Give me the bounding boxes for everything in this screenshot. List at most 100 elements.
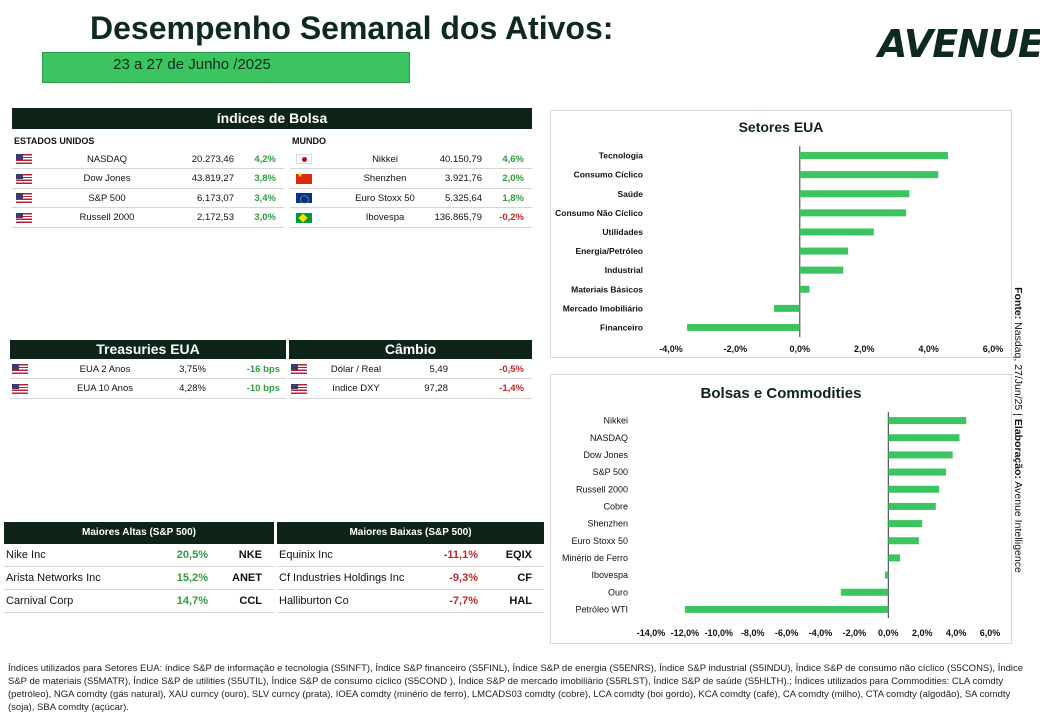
brand-logo: AVENUE [878,22,1040,66]
category-label: NASDAQ [590,433,628,443]
category-label: Ouro [608,587,628,597]
company-name: Carnival Corp [6,595,74,607]
cambio-header: Câmbio [289,340,532,359]
bar-8 [888,554,901,562]
tick-label: 6,0% [980,628,1001,638]
row-name: Ibovespa [365,212,405,223]
row-name: Dólar / Real [330,363,382,375]
tick-label: -2,0% [724,344,748,354]
category-label: Tecnologia [599,151,644,161]
company-change: 15,2% [176,572,208,584]
bar-3 [799,209,907,217]
row-name: Dow Jones [83,173,131,184]
category-label: Consumo Cíclico [574,170,643,180]
table-row: índice DXY 97,28 -1,4% [289,380,532,399]
bar-4 [888,485,940,493]
row-value: 5.325,64 [445,192,482,204]
bar-7 [799,285,810,293]
sectors-chart: Setores EUA Tecnologia Consumo Cíclico Saú… [550,110,1012,358]
sectors-chart-svg: Tecnologia Consumo Cíclico Saúde Consumo Nã… [555,146,1003,354]
tick-label: 0,0% [878,628,899,638]
losers-header: Maiores Baixas (S&P 500) [277,522,544,544]
row-value: 43.819,27 [191,173,234,184]
company-ticker: HAL [509,595,532,607]
company-change: -11,1% [443,549,478,561]
table-row: Arista Networks Inc 15,2% ANET [4,568,274,590]
tick-label: -2,0% [843,628,867,638]
bar-1 [888,434,960,442]
row-value: 3,75% [179,363,206,375]
row-change: 2,0% [502,173,524,184]
category-label: Petróleo WTI [575,604,628,614]
subtitle-bar [42,52,410,83]
row-value: 2.172,53 [197,212,234,223]
source-text: Nasdaq, 27/Jun/25 | [1012,319,1024,419]
row-change: -16 bps [246,363,280,375]
tick-label: -8,0% [741,628,765,638]
table-row: Shenzhen 3.921,76 2,0% [290,170,532,189]
bar-5 [888,502,936,510]
table-row: Halliburton Co -7,7% HAL [277,591,544,613]
category-label: Consumo Não Cíclico [555,208,643,218]
category-label: Dow Jones [583,450,628,460]
table-row: Equinix Inc -11,1% EQIX [277,545,544,567]
table-row: NASDAQ 20.273,46 4,2% [12,150,284,169]
bar-6 [799,266,844,274]
bar-2 [888,451,953,459]
us-flag-icon [12,364,28,374]
bar-3 [888,468,946,476]
category-label: Minério de Ferro [562,553,628,563]
source-label: Fonte: [1012,287,1024,320]
us-flag-icon [16,212,32,223]
row-value: 6.173,07 [197,192,234,204]
row-name: S&P 500 [88,192,126,204]
bar-1 [799,171,939,179]
table-row: EUA 10 Anos 4,28% -10 bps [10,380,286,399]
tick-label: -6,0% [775,628,799,638]
category-label: Shenzhen [587,519,628,529]
table-row: Cf Industries Holdings Inc -9,3% CF [277,568,544,590]
tick-label: 2,0% [854,344,875,354]
bar-8 [774,304,800,312]
row-name: índice DXY [332,383,380,394]
markets-chart-svg: Nikkei NASDAQ Dow Jones S&P 500 Russell 2000… [562,412,1001,638]
company-change: 20,5% [176,549,208,561]
bar-6 [888,520,923,528]
company-change: -9,3% [449,572,478,584]
footnote: Índices utilizados para Setores EUA: índ… [8,663,1024,713]
company-ticker: CCL [239,595,262,607]
row-name: Russell 2000 [79,212,135,223]
tick-label: -12,0% [671,628,700,638]
bar-0 [888,417,967,425]
company-change: -7,7% [449,595,478,607]
date-range: 23 a 27 de Junho /2025 [113,56,271,73]
table-row: Dólar / Real 5,49 -0,5% [289,360,532,379]
category-label: Cobre [603,501,628,511]
table-row: Nikkei 40.150,79 4,6% [290,150,532,169]
row-name: EUA 2 Anos [79,363,131,375]
category-label: S&P 500 [593,467,628,477]
row-name: EUA 10 Anos [77,383,133,394]
bar-10 [840,588,889,596]
bar-2 [799,190,910,198]
cn-flag-icon [296,171,312,184]
bar-9 [884,571,889,579]
indices-header: índices de Bolsa [12,108,532,129]
row-change: 1,8% [502,192,524,204]
bar-0 [799,152,948,160]
us-flag-icon [16,154,32,164]
tick-label: -4,0% [809,628,833,638]
table-row: Euro Stoxx 50 5.325,64 1,8% [290,189,532,208]
table-row: Carnival Corp 14,7% CCL [4,591,274,613]
bar-4 [799,228,874,236]
category-label: Russell 2000 [576,484,628,494]
table-row: EUA 2 Anos 3,75% -16 bps [10,360,286,379]
category-label: Materiais Básicos [571,284,643,294]
us-flag-icon [12,383,28,394]
row-change: -10 bps [246,383,280,394]
row-value: 3.921,76 [445,173,482,184]
row-value: 40.150,79 [439,153,482,165]
category-label: Nikkei [603,416,628,426]
tick-label: 2,0% [912,628,933,638]
tick-label: 0,0% [790,344,811,354]
